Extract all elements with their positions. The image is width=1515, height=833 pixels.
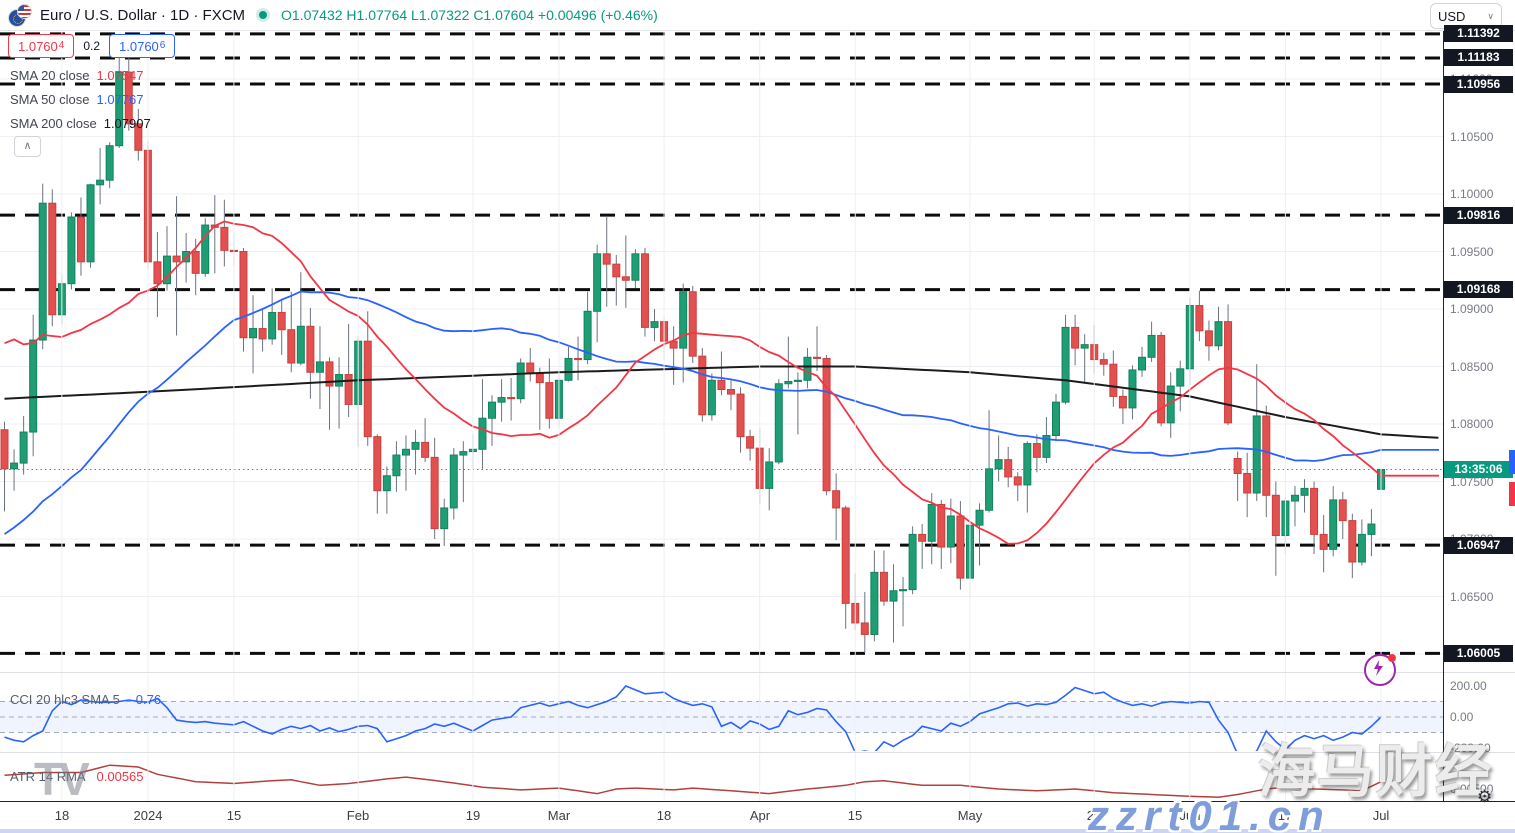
price-level-badge: 1.09168 (1444, 281, 1513, 298)
ask-pip-digit: 6 (159, 40, 166, 51)
sma50-legend-row[interactable]: SMA 50 close 1.07767 (10, 87, 151, 111)
bid-pip-digit: 4 (58, 40, 65, 51)
cci-tick: 200.00 (1450, 679, 1487, 693)
chevron-down-icon: ∨ (1487, 10, 1494, 21)
time-label: May (957, 808, 983, 823)
price-tick: 1.08500 (1450, 360, 1494, 374)
time-label: Jul (1372, 808, 1390, 823)
bid-ask-row: 1.0760 4 0.2 1.0760 6 (8, 34, 176, 58)
cci-tick: -200.00 (1450, 741, 1491, 755)
sma20-label: SMA 20 close (10, 67, 90, 83)
atr-tick: 0.00500 (1450, 782, 1494, 796)
sma20-legend-row[interactable]: SMA 20 close 1.07547 (10, 63, 151, 87)
chinese-watermark: 海马财经 (1258, 740, 1494, 804)
gear-icon[interactable]: ⚙ (1477, 787, 1493, 806)
price-level-badge: 1.11183 (1444, 49, 1513, 66)
sma200-legend-row[interactable]: SMA 200 close 1.07907 (10, 111, 151, 135)
cci-legend-row[interactable]: CCI 20 hlc3 SMA 5 -0.76 (10, 692, 161, 707)
eurusd-flags-icon (8, 4, 34, 27)
collapse-legend-button[interactable]: ∧ (14, 136, 41, 157)
cci-tick: 0.00 (1450, 710, 1474, 724)
time-label: 17 (1277, 808, 1293, 823)
us-flag-icon (17, 4, 32, 19)
time-label: Feb (346, 808, 370, 823)
bid-edge-stub (1509, 482, 1515, 506)
buy-button[interactable]: 1.0760 6 (109, 34, 176, 58)
sma200-label: SMA 200 close (10, 115, 97, 131)
cci-label: CCI 20 hlc3 SMA 5 (10, 692, 120, 707)
price-tick: 1.08000 (1450, 417, 1494, 431)
price-tick: 1.10000 (1450, 187, 1494, 201)
price-tick: 1.09500 (1450, 245, 1494, 259)
price-tick: 1.09000 (1450, 302, 1494, 316)
url-watermark: zzrt01.cn (1088, 792, 1331, 833)
lightning-events-button[interactable] (1364, 654, 1396, 686)
time-label: 19 (465, 808, 481, 823)
price-level-badge: 1.06947 (1444, 537, 1513, 554)
sma20-value: 1.07547 (96, 67, 144, 83)
price-level-badge: 1.11392 (1444, 25, 1513, 42)
ask-edge-stub (1509, 450, 1515, 474)
sma50-label: SMA 50 close (10, 91, 90, 107)
time-label: 20 (1086, 808, 1102, 823)
price-tick: 1.10500 (1450, 130, 1494, 144)
time-label: 15 (226, 808, 242, 823)
price-tick: 1.06500 (1450, 590, 1494, 604)
topbar: Euro / U.S. Dollar · 1D · FXCM O1.07432 … (0, 0, 1515, 31)
time-label: 18 (54, 808, 70, 823)
time-label: Mar (547, 808, 571, 823)
countdown-badge: 13:35:06 (1444, 461, 1513, 478)
spread-value: 0.2 (83, 39, 101, 53)
tradingview-logo-watermark: TV (34, 753, 90, 805)
price-level-badge: 1.06005 (1444, 645, 1513, 662)
price-level-badge: 1.09816 (1444, 207, 1513, 224)
sma200-value: 1.07907 (103, 115, 151, 131)
atr-legend-row[interactable]: ATR 14 RMA 0.00565 (10, 769, 144, 784)
time-label: 18 (656, 808, 672, 823)
currency-value: USD (1438, 8, 1466, 24)
notification-dot-icon (1388, 654, 1396, 662)
sma50-value: 1.07767 (96, 91, 144, 107)
bid-price: 1.0760 (18, 39, 58, 54)
lightning-icon (1374, 660, 1383, 676)
ask-price: 1.0760 (119, 39, 159, 54)
time-label: 15 (847, 808, 863, 823)
time-label: 2024 (133, 808, 163, 823)
time-label: Jun (1179, 808, 1201, 823)
ohlc-values: O1.07432 H1.07764 L1.07322 C1.07604 +0.0… (281, 7, 658, 23)
sell-button[interactable]: 1.0760 4 (8, 34, 75, 58)
cci-value: -0.76 (131, 692, 162, 707)
time-label: Apr (749, 808, 771, 823)
price-level-badge: 1.10956 (1444, 76, 1513, 93)
indicator-legend: SMA 20 close 1.07547 SMA 50 close 1.0776… (10, 63, 151, 135)
atr-label: ATR 14 RMA (10, 769, 85, 784)
atr-value: 0.00565 (96, 769, 144, 784)
market-open-dot-icon (259, 11, 268, 19)
symbol-title[interactable]: Euro / U.S. Dollar · 1D · FXCM (40, 6, 246, 24)
price-tick: 1.07500 (1450, 475, 1494, 489)
